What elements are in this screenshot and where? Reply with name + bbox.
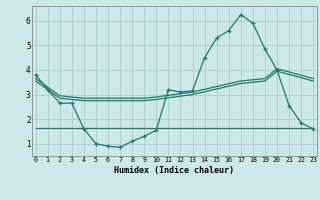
X-axis label: Humidex (Indice chaleur): Humidex (Indice chaleur) <box>115 166 234 175</box>
